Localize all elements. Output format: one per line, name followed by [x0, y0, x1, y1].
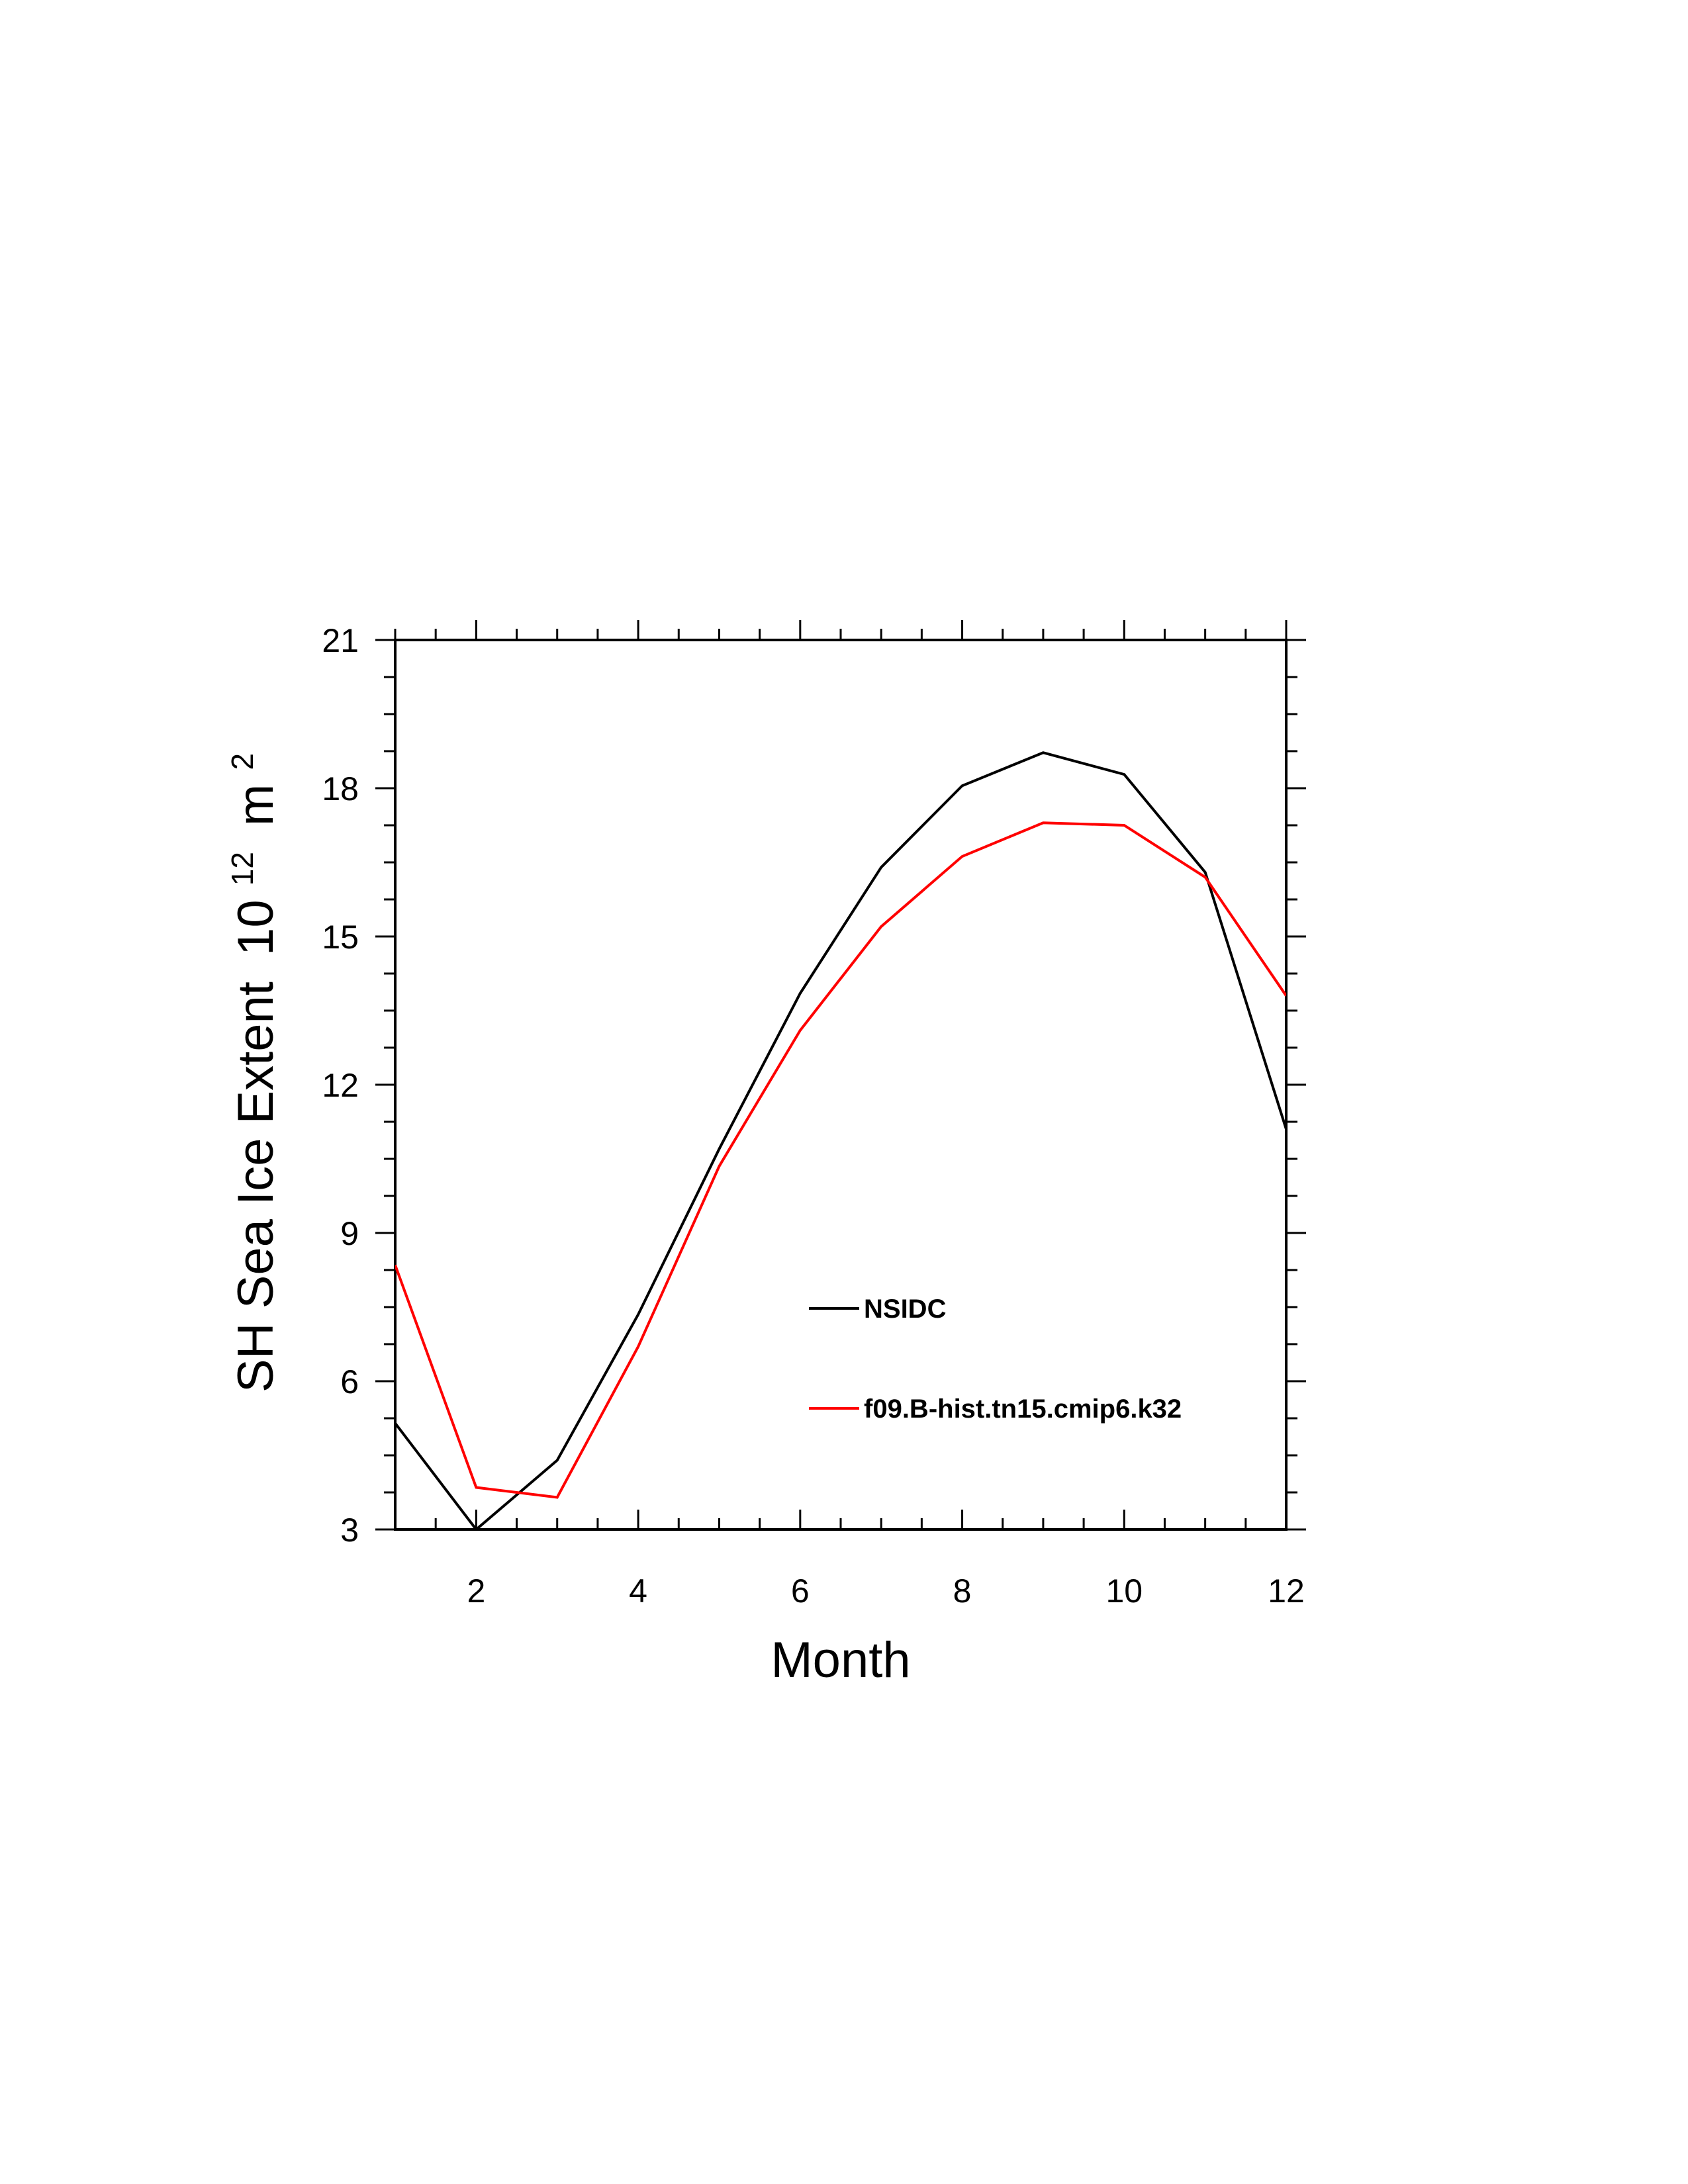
legend: NSIDC f09.B-hist.tn15.cmip6.k32: [809, 1295, 1182, 1424]
y-axis-ticks: 3 6 9 12 15 18 21: [322, 622, 1306, 1549]
y-axis-title: SH Sea Ice Extent 10 12 m 2: [208, 753, 284, 1392]
y-tick-label: 18: [322, 770, 359, 807]
x-tick-label: 6: [791, 1572, 810, 1610]
x-axis-title: Month: [771, 1632, 910, 1688]
series-line-0: [395, 751, 1286, 1529]
y-tick-label: 15: [322, 919, 359, 956]
series-line-1: [395, 821, 1286, 1499]
y-axis-title-text: SH Sea Ice Extent: [228, 981, 284, 1392]
x-tick-label: 2: [467, 1572, 485, 1610]
y-tick-label: 3: [340, 1512, 359, 1549]
y-tick-label: 21: [322, 622, 359, 659]
y-axis-unit-base: 10: [228, 899, 284, 956]
y-axis-unit-name-exp: 2: [225, 753, 259, 770]
y-tick-label: 6: [340, 1363, 359, 1400]
x-tick-label: 12: [1268, 1572, 1305, 1610]
legend-label-0: NSIDC: [864, 1295, 946, 1324]
y-tick-label: 9: [340, 1215, 359, 1252]
legend-label-1: f09.B-hist.tn15.cmip6.k32: [864, 1394, 1182, 1424]
y-tick-label: 12: [322, 1067, 359, 1104]
y-axis-unit-name: m: [228, 784, 284, 826]
x-tick-label: 10: [1105, 1572, 1143, 1610]
x-tick-label: 4: [629, 1572, 647, 1610]
y-axis-unit-exp: 12: [225, 852, 259, 886]
series-lines: [395, 751, 1286, 1529]
x-axis-ticks: 2 4 6 8 10 12: [394, 620, 1305, 1610]
x-tick-label: 8: [953, 1572, 972, 1610]
